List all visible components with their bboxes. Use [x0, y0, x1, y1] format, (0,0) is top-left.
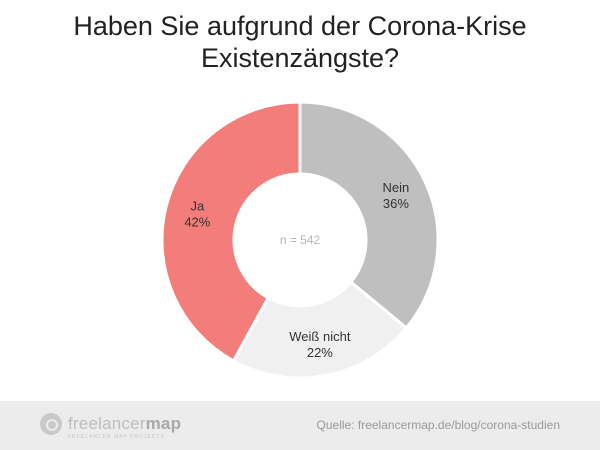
logo-mark-icon [40, 413, 62, 435]
donut-slice-1 [231, 279, 409, 380]
center-sample-size-label: n = 542 [280, 233, 321, 247]
slice-category-0: Nein [383, 180, 410, 195]
donut-slice-2 [160, 100, 302, 363]
chart-title-line-1: Haben Sie aufgrund der Corona-Krise [73, 11, 527, 41]
chart-title: Haben Sie aufgrund der Corona-Krise Exis… [0, 10, 600, 74]
donut-chart: Nein 36% Weiß nicht 22% Ja 42% n = 542 [160, 100, 440, 380]
slice-label-1: Weiß nicht 22% [289, 329, 351, 360]
source-citation: Quelle: freelancermap.de/blog/corona-stu… [316, 418, 560, 432]
footer-bar: freelancermap FREELANCER MAP PROJECTS Qu… [0, 401, 600, 450]
slice-value-0: 36% [383, 196, 409, 211]
slice-category-1: Weiß nicht [289, 329, 351, 344]
donut-slices [160, 100, 440, 380]
donut-labels: Nein 36% Weiß nicht 22% Ja 42% [184, 180, 409, 360]
slice-value-2: 42% [184, 215, 210, 230]
chart-title-line-2: Existenzängste? [200, 43, 400, 73]
slice-value-1: 22% [307, 345, 333, 360]
logo-wordmark: freelancermap [68, 414, 182, 433]
logo-tagline: FREELANCER MAP PROJECTS [68, 434, 165, 440]
slice-label-0: Nein 36% [383, 180, 410, 211]
slice-label-2: Ja 42% [184, 199, 210, 230]
slice-category-2: Ja [190, 199, 205, 214]
donut-slice-0 [298, 100, 440, 331]
